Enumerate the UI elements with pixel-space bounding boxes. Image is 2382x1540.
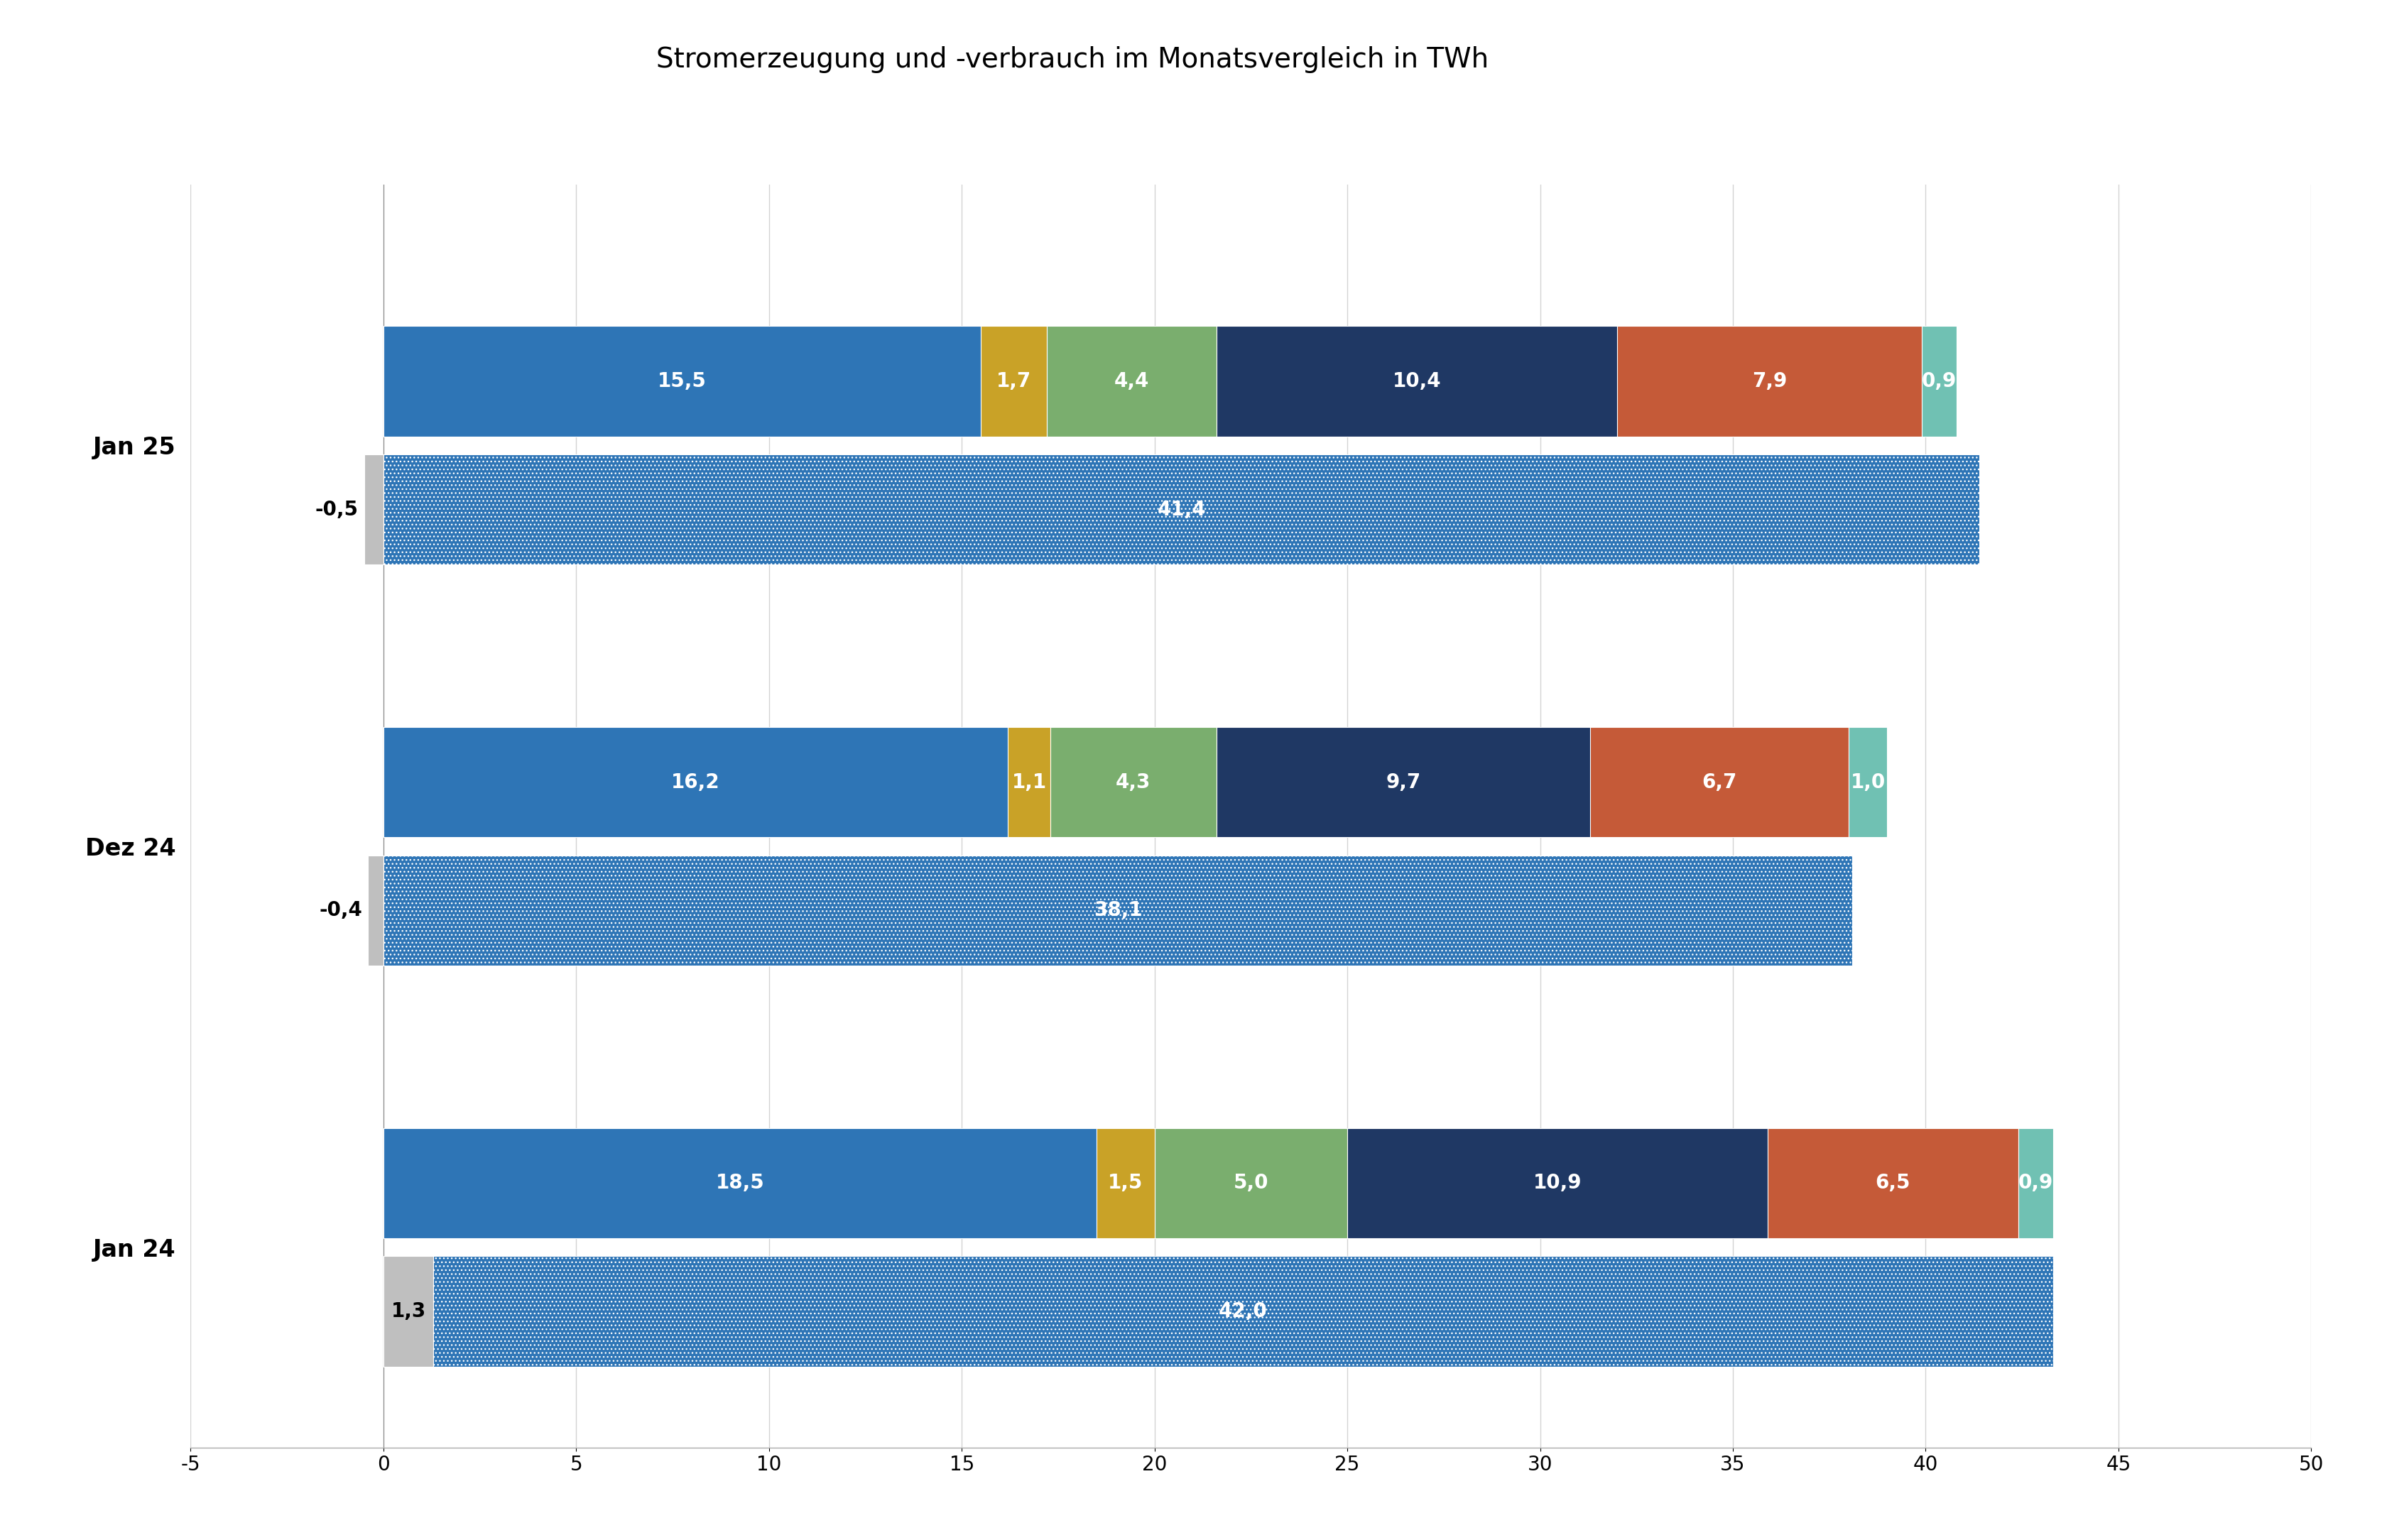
Bar: [1096, 1127, 1155, 1238]
Bar: [384, 1257, 434, 1366]
Bar: [1008, 727, 1050, 838]
Text: 1,7: 1,7: [996, 371, 1031, 391]
Bar: [384, 855, 1851, 966]
Bar: [1215, 326, 1617, 436]
Text: 6,5: 6,5: [1875, 1173, 1910, 1194]
Text: Stromerzeugung und -verbrauch im Monatsvergleich in TWh: Stromerzeugung und -verbrauch im Monatsv…: [655, 46, 1489, 74]
Bar: [384, 454, 1979, 565]
Text: 41,4: 41,4: [1158, 499, 1205, 519]
Text: 9,7: 9,7: [1386, 772, 1420, 792]
Text: 16,2: 16,2: [672, 772, 719, 792]
Bar: [384, 727, 1008, 838]
Bar: [1346, 1127, 1767, 1238]
Text: -0,5: -0,5: [314, 499, 357, 519]
Bar: [1046, 326, 1215, 436]
Bar: [2018, 1127, 2053, 1238]
Text: 42,0: 42,0: [1220, 1301, 1267, 1321]
Text: 0,9: 0,9: [2018, 1173, 2053, 1194]
Bar: [981, 326, 1046, 436]
Bar: [367, 855, 384, 966]
Text: 1,5: 1,5: [1108, 1173, 1143, 1194]
Text: 1,0: 1,0: [1851, 772, 1884, 792]
Text: 4,4: 4,4: [1112, 371, 1148, 391]
Text: 1,3: 1,3: [391, 1301, 426, 1321]
Text: -0,4: -0,4: [319, 901, 362, 921]
Bar: [1767, 1127, 2018, 1238]
Text: 15,5: 15,5: [657, 371, 707, 391]
Bar: [434, 1257, 2053, 1366]
Text: 4,3: 4,3: [1115, 772, 1151, 792]
Text: 10,9: 10,9: [1532, 1173, 1582, 1194]
Bar: [1922, 326, 1956, 436]
Text: 5,0: 5,0: [1234, 1173, 1267, 1194]
Text: 10,4: 10,4: [1391, 371, 1441, 391]
Text: 7,9: 7,9: [1751, 371, 1786, 391]
Bar: [1215, 727, 1589, 838]
Bar: [384, 1127, 1096, 1238]
Bar: [1155, 1127, 1346, 1238]
Text: 6,7: 6,7: [1701, 772, 1736, 792]
Text: 0,9: 0,9: [1922, 371, 1956, 391]
Text: 1,1: 1,1: [1012, 772, 1046, 792]
Bar: [364, 454, 384, 565]
Text: 18,5: 18,5: [715, 1173, 765, 1194]
Bar: [384, 326, 981, 436]
Text: 38,1: 38,1: [1093, 901, 1141, 921]
Bar: [1050, 727, 1215, 838]
Bar: [1848, 727, 1887, 838]
Bar: [1589, 727, 1848, 838]
Bar: [1617, 326, 1922, 436]
